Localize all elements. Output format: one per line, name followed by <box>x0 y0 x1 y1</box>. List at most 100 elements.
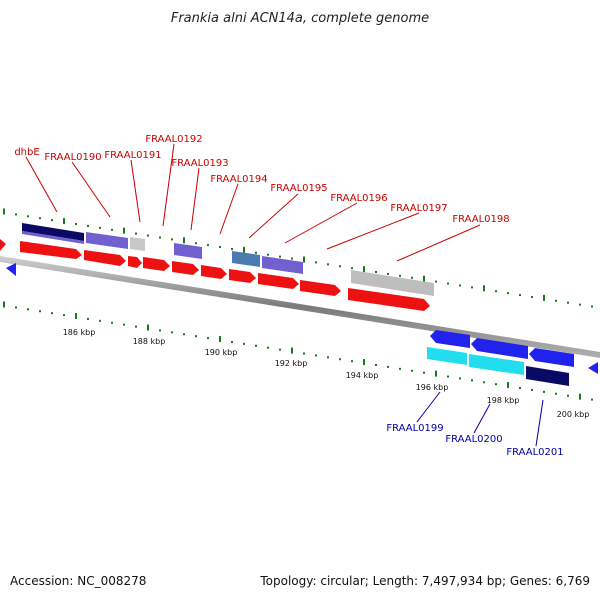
gene-dhbE-block[interactable] <box>22 223 84 241</box>
scale-label: 196 kbp <box>416 383 449 392</box>
scale-tick <box>243 246 245 253</box>
scale-tick <box>363 359 365 366</box>
scale-dot <box>555 392 557 395</box>
gene-FRAAL0201-block[interactable] <box>526 366 569 386</box>
gene-label-FRAAL0200[interactable]: FRAAL0200 <box>445 434 502 445</box>
topology-text: Topology: circular; Length: 7,497,934 bp… <box>259 574 590 588</box>
scale-tick <box>303 256 305 263</box>
gene-FRAAL0198-block[interactable] <box>351 270 434 296</box>
scale-dot <box>519 387 521 390</box>
scale-dot <box>195 335 197 338</box>
leader-line <box>190 167 200 231</box>
scale-dot <box>459 377 461 380</box>
gene-arrow-10[interactable] <box>348 288 430 311</box>
scale-dot <box>231 247 233 250</box>
scale-tick <box>291 347 293 354</box>
scale-tick <box>219 336 221 343</box>
gene-arrow-1[interactable] <box>20 241 82 259</box>
scale-dot <box>327 356 329 359</box>
scale-dot <box>315 354 317 357</box>
scale-dot <box>219 246 221 249</box>
gene-FRAAL0190-block[interactable] <box>86 232 128 249</box>
gene-FRAAL0196-block[interactable] <box>262 256 303 274</box>
scale-dot <box>171 238 173 241</box>
scale-guides <box>3 208 593 401</box>
scale-dot <box>567 301 569 304</box>
scale-dot <box>111 321 113 324</box>
right-scroll-arrow[interactable] <box>588 362 598 374</box>
scale-tick <box>63 218 65 225</box>
scale-label: 200 kbp <box>557 410 590 419</box>
scale-dot <box>339 358 341 361</box>
gene-label-FRAAL0197[interactable]: FRAAL0197 <box>390 203 447 214</box>
scale-dot <box>267 346 269 349</box>
scale-dot <box>471 286 473 289</box>
gene-arrow-5[interactable] <box>172 261 199 275</box>
scale-tick <box>423 275 425 282</box>
bottom-gene-label-texts: FRAAL0199 FRAAL0200 FRAAL0201 <box>386 423 563 458</box>
scale-dot <box>27 215 29 218</box>
scale-dot <box>519 294 521 297</box>
gene-label-FRAAL0195[interactable]: FRAAL0195 <box>270 183 327 194</box>
gene-arrow-12[interactable] <box>471 338 528 359</box>
scale-dot <box>471 379 473 382</box>
gene-label-FRAAL0190[interactable]: FRAAL0190 <box>44 152 101 163</box>
scale-dot <box>87 224 89 227</box>
gene-arrow-0[interactable] <box>0 239 6 251</box>
gene-FRAAL0200-block[interactable] <box>469 354 524 375</box>
scale-dot <box>255 344 257 347</box>
scale-tick <box>507 382 509 389</box>
scale-dot <box>543 390 545 393</box>
gene-label-FRAAL0196[interactable]: FRAAL0196 <box>330 193 387 204</box>
gene-arrow-11[interactable] <box>430 330 470 348</box>
bottom-gene-labels <box>416 391 544 447</box>
scale-dot <box>375 271 377 273</box>
scale-dot <box>399 367 401 370</box>
gene-label-FRAAL0191[interactable]: FRAAL0191 <box>104 150 161 161</box>
left-scroll-arrow[interactable] <box>6 263 16 276</box>
gene-FRAAL0193-block[interactable] <box>174 243 202 259</box>
leader-line <box>473 403 491 434</box>
scale-dot <box>39 310 41 313</box>
gene-FRAAL0195-block[interactable] <box>232 251 260 267</box>
gene-label-FRAAL0193[interactable]: FRAAL0193 <box>171 158 228 169</box>
scale-dot <box>111 228 113 231</box>
scale-dot <box>243 342 245 345</box>
gene-arrow-2[interactable] <box>84 250 126 266</box>
gene-FRAAL0199-block[interactable] <box>427 347 467 365</box>
scale-dot <box>423 371 425 374</box>
scale-labels: 186 kbp 188 kbp 190 kbp 192 kbp 194 kbp … <box>63 328 590 419</box>
scale-tick <box>3 208 5 215</box>
leader-line <box>130 159 141 223</box>
gene-label-dhbE[interactable]: dhbE <box>14 147 39 158</box>
scale-dot <box>435 280 437 283</box>
scale-dot <box>183 333 185 336</box>
gene-label-FRAAL0192[interactable]: FRAAL0192 <box>145 134 202 145</box>
scale-dot <box>315 261 317 264</box>
gene-label-FRAAL0198[interactable]: FRAAL0198 <box>452 214 509 225</box>
gene-arrow-3[interactable] <box>128 256 142 268</box>
scale-tick <box>483 285 485 292</box>
gene-label-FRAAL0201[interactable]: FRAAL0201 <box>506 447 563 458</box>
gene-arrow-6[interactable] <box>201 265 227 279</box>
scale-dot <box>531 295 533 298</box>
scale-label: 190 kbp <box>205 348 238 357</box>
gene-arrow-7[interactable] <box>229 269 256 283</box>
scale-dot <box>291 257 293 260</box>
gene-arrow-4[interactable] <box>143 257 170 271</box>
scale-dot <box>255 251 257 254</box>
gene-arrow-8[interactable] <box>258 273 299 289</box>
top-gene-label-texts: dhbE FRAAL0190 FRAAL0191 FRAAL0192 FRAAL… <box>14 134 509 225</box>
gene-arrow-9[interactable] <box>300 280 341 296</box>
scale-dot <box>531 388 533 391</box>
scale-dot <box>195 242 197 245</box>
scale-dot <box>411 276 413 279</box>
leader-line <box>535 399 544 447</box>
gene-arrow-13[interactable] <box>529 348 574 367</box>
gene-FRAAL0191-block[interactable] <box>130 237 145 251</box>
scale-dot <box>507 292 509 295</box>
scale-dot <box>327 263 329 266</box>
accession-text: Accession: NC_008278 <box>10 574 146 588</box>
gene-label-FRAAL0194[interactable]: FRAAL0194 <box>210 174 267 185</box>
gene-label-FRAAL0199[interactable]: FRAAL0199 <box>386 423 443 434</box>
